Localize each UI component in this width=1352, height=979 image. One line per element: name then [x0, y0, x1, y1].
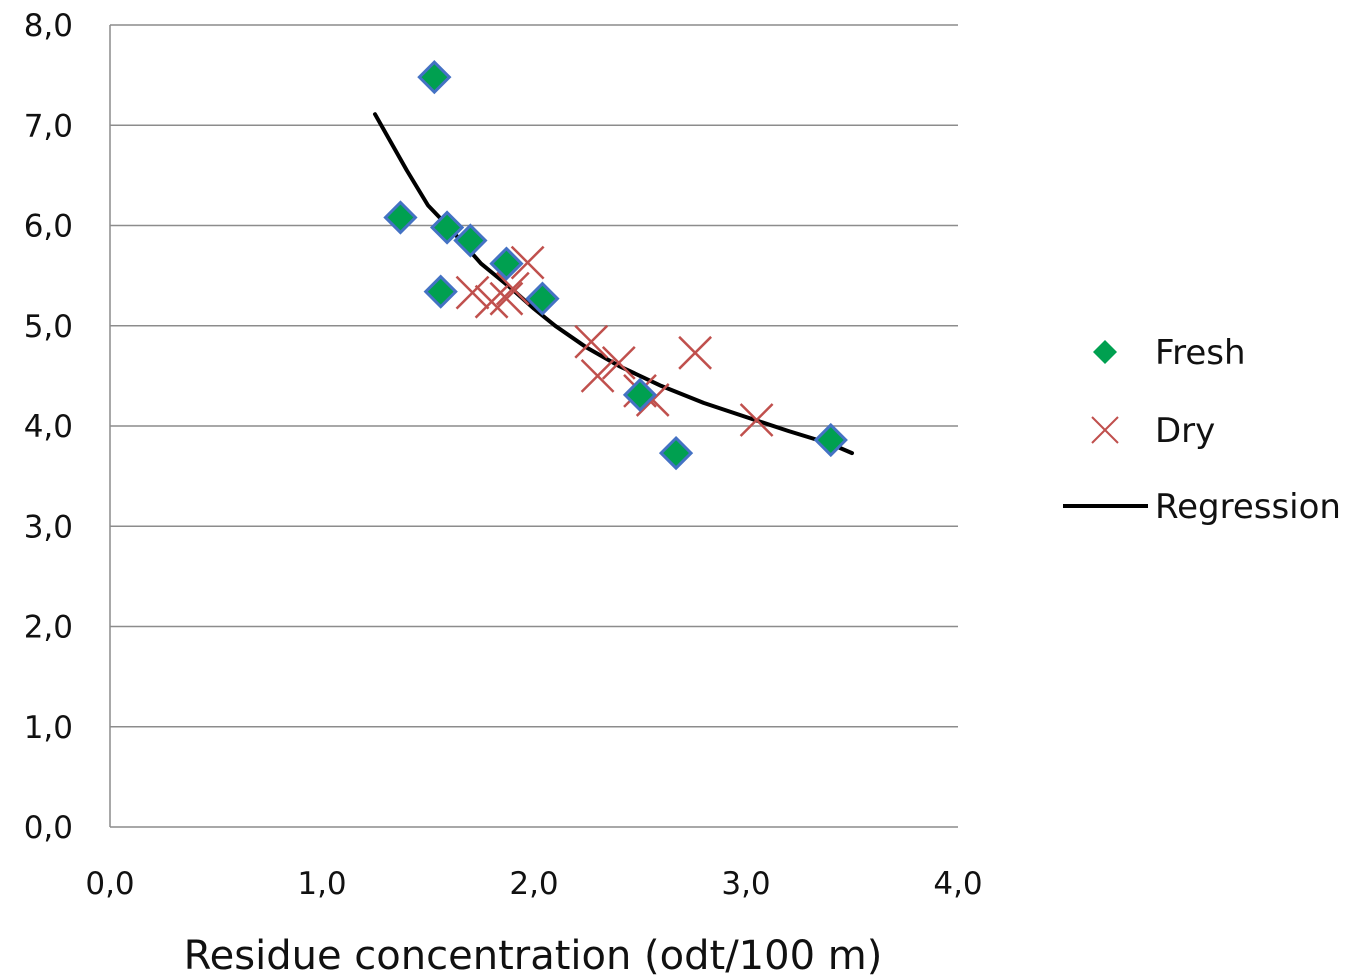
- legend-item-fresh: Fresh: [1093, 333, 1246, 373]
- gridlines: [110, 24, 958, 728]
- fresh-point: [525, 281, 560, 316]
- dry-point: [489, 281, 524, 316]
- fresh-point: [489, 246, 524, 281]
- legend-label: Dry: [1155, 411, 1215, 451]
- dry-point: [474, 284, 509, 319]
- x-tick-labels: 0,0 1,0 2,0 3,0 4,0: [85, 866, 982, 902]
- plot-series: [373, 60, 854, 471]
- legend-label: Regression: [1155, 487, 1341, 527]
- y-tick-label: 2,0: [24, 610, 73, 646]
- dry-point: [678, 335, 713, 370]
- x-stroke: [495, 271, 530, 306]
- x-axis-title: Residue concentration (odt/100 m): [184, 933, 883, 979]
- x-stroke: [455, 275, 490, 310]
- x-tick-label: 4,0: [933, 866, 982, 902]
- dry-point: [580, 358, 615, 393]
- legend-item-regression: Regression: [1063, 487, 1341, 527]
- fresh-point: [813, 422, 848, 458]
- x-tick-label: 0,0: [85, 866, 134, 902]
- dry-point: [601, 345, 636, 380]
- x-stroke: [635, 383, 670, 417]
- y-tick-label: 3,0: [24, 509, 73, 545]
- legend-x-marker: [1091, 416, 1119, 444]
- fresh-point: [383, 200, 418, 235]
- x-stroke: [510, 245, 545, 280]
- y-tick-label: 8,0: [24, 8, 73, 44]
- fresh-point: [429, 210, 465, 245]
- x-stroke: [678, 335, 713, 370]
- x-stroke: [739, 403, 774, 437]
- y-tick-label: 1,0: [24, 710, 73, 746]
- x-stroke: [580, 358, 615, 393]
- legend-item-dry: Dry: [1091, 411, 1215, 451]
- legend: Fresh Dry Regression: [1063, 333, 1341, 527]
- y-tick-label: 7,0: [24, 108, 73, 144]
- x-stroke: [474, 284, 509, 319]
- x-tick-label: 2,0: [509, 866, 558, 902]
- dry-point: [495, 271, 530, 306]
- y-tick-labels: 0,0 1,0 2,0 3,0 4,0 5,0 6,0 7,0 8,0: [24, 8, 73, 846]
- fresh-point: [622, 377, 658, 413]
- fresh-point: [417, 60, 452, 95]
- fresh-point: [453, 223, 488, 258]
- dry-point: [739, 403, 774, 437]
- x-stroke: [1091, 416, 1119, 444]
- y-tick-label: 0,0: [24, 810, 73, 846]
- x-stroke: [601, 345, 636, 380]
- x-stroke: [574, 324, 609, 359]
- y-tick-label: 4,0: [24, 409, 73, 445]
- legend-diamond-marker: [1093, 340, 1117, 364]
- dry-point: [510, 245, 545, 280]
- y-tick-label: 5,0: [24, 309, 73, 345]
- dry-point: [574, 324, 609, 359]
- fresh-point: [658, 435, 694, 471]
- dry-point: [455, 275, 490, 310]
- x-stroke: [489, 281, 524, 316]
- legend-label: Fresh: [1155, 333, 1246, 373]
- x-tick-label: 3,0: [721, 866, 770, 902]
- fresh-point: [423, 274, 458, 309]
- x-tick-label: 1,0: [297, 866, 346, 902]
- regression-line: [373, 112, 854, 456]
- y-tick-label: 6,0: [24, 209, 73, 245]
